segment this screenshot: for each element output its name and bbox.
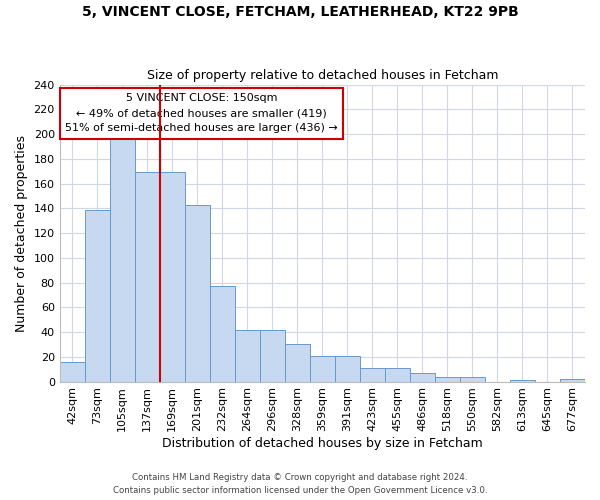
Bar xyxy=(135,172,160,382)
Text: Contains HM Land Registry data © Crown copyright and database right 2024.
Contai: Contains HM Land Registry data © Crown c… xyxy=(113,474,487,495)
Bar xyxy=(410,373,435,382)
Bar xyxy=(360,368,385,382)
Bar xyxy=(285,344,310,382)
Bar xyxy=(335,356,360,382)
Text: 5 VINCENT CLOSE: 150sqm
← 49% of detached houses are smaller (419)
51% of semi-d: 5 VINCENT CLOSE: 150sqm ← 49% of detache… xyxy=(65,94,338,133)
Bar xyxy=(385,368,410,382)
Bar xyxy=(260,330,285,382)
Y-axis label: Number of detached properties: Number of detached properties xyxy=(15,134,28,332)
Bar xyxy=(460,376,485,382)
Bar xyxy=(560,379,585,382)
Bar xyxy=(310,356,335,382)
Bar xyxy=(185,204,210,382)
Bar xyxy=(210,286,235,382)
X-axis label: Distribution of detached houses by size in Fetcham: Distribution of detached houses by size … xyxy=(162,437,483,450)
Bar xyxy=(435,376,460,382)
Text: 5, VINCENT CLOSE, FETCHAM, LEATHERHEAD, KT22 9PB: 5, VINCENT CLOSE, FETCHAM, LEATHERHEAD, … xyxy=(82,5,518,19)
Bar xyxy=(510,380,535,382)
Bar xyxy=(110,136,135,382)
Bar xyxy=(59,362,85,382)
Title: Size of property relative to detached houses in Fetcham: Size of property relative to detached ho… xyxy=(146,69,498,82)
Bar xyxy=(235,330,260,382)
Bar xyxy=(160,172,185,382)
Bar xyxy=(85,210,110,382)
